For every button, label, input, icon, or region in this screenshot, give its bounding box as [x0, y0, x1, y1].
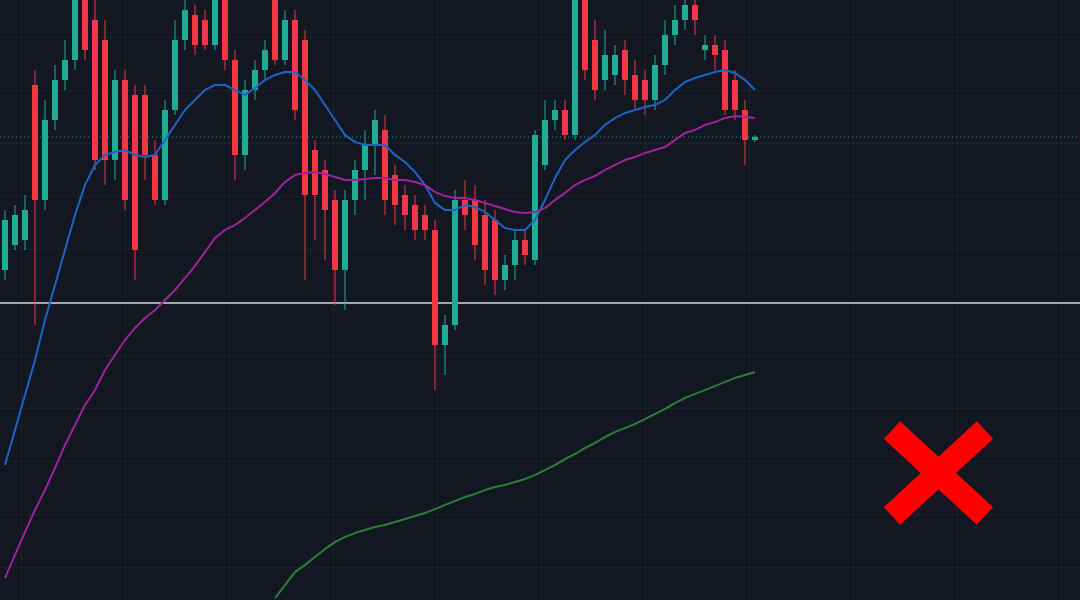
candle-body — [542, 120, 548, 165]
moving-average-line — [4, 115, 756, 579]
candle-body — [12, 215, 18, 245]
candle-body — [322, 170, 328, 210]
close-icon-stroke — [883, 421, 994, 525]
candle-body — [182, 10, 188, 40]
candle-body — [562, 110, 568, 135]
candle-body — [412, 205, 418, 230]
candle-body — [592, 40, 598, 90]
candle-body — [272, 0, 278, 60]
candle-body — [472, 200, 478, 245]
candle-body — [572, 0, 578, 135]
candle-body — [42, 120, 48, 200]
candle-body — [632, 75, 638, 100]
candle-body — [112, 80, 118, 160]
candle-body — [552, 110, 558, 120]
candle-body — [372, 120, 378, 145]
candle-body — [352, 170, 358, 200]
candle-body — [672, 20, 678, 35]
candle-body — [242, 90, 248, 155]
candle-body — [92, 20, 98, 160]
candle-body — [122, 80, 128, 200]
candle-body — [432, 230, 438, 345]
candle-body — [22, 210, 28, 240]
candle-body — [162, 110, 168, 200]
candle-body — [52, 80, 58, 120]
candle-body — [502, 265, 508, 280]
candle-body — [332, 200, 338, 270]
candle-body — [232, 60, 238, 155]
candle-body — [622, 50, 628, 80]
candle-body — [422, 215, 428, 230]
candle-body — [212, 0, 218, 45]
candle-body — [152, 155, 158, 200]
candle-body — [192, 15, 198, 45]
candle-body — [382, 130, 388, 200]
candle-body — [202, 20, 208, 45]
candle-body — [752, 137, 758, 140]
candle-body — [692, 5, 698, 20]
candle-body — [682, 5, 688, 20]
candle-body — [2, 220, 8, 270]
candle-body — [652, 65, 658, 100]
candle-body — [462, 200, 468, 215]
candle-body — [492, 220, 498, 280]
candle-body — [532, 135, 538, 260]
candle-body — [452, 200, 458, 325]
moving-average-line — [4, 69, 756, 466]
candle-body — [712, 45, 718, 55]
candle-body — [722, 50, 728, 110]
candle-body — [102, 40, 108, 160]
candle-body — [262, 50, 268, 70]
candle-body — [282, 20, 288, 60]
candle-body — [142, 95, 148, 155]
candle-body — [292, 20, 298, 110]
candle-body — [342, 200, 348, 270]
candle-body — [482, 215, 488, 270]
candle-body — [662, 35, 668, 65]
candle-body — [702, 45, 708, 50]
candle-body — [442, 325, 448, 345]
candle-body — [642, 80, 648, 100]
candle-body — [32, 85, 38, 200]
candle-body — [252, 70, 258, 90]
candle-body — [602, 55, 608, 80]
candle-body — [582, 0, 588, 70]
candle-body — [172, 40, 178, 110]
candle-body — [522, 240, 528, 255]
candle-body — [612, 55, 618, 75]
close-icon — [883, 421, 994, 525]
candle-body — [402, 195, 408, 215]
candle-body — [82, 0, 88, 50]
moving-average-line — [274, 371, 756, 599]
candle-body — [732, 80, 738, 110]
candle-body — [302, 40, 308, 195]
candle-body — [72, 0, 78, 60]
candle-body — [512, 240, 518, 265]
candle-body — [222, 0, 228, 60]
candle-body — [742, 110, 748, 140]
candle-body — [362, 145, 368, 170]
candle-body — [62, 60, 68, 80]
candle-body — [392, 175, 398, 205]
candle-body — [132, 95, 138, 250]
